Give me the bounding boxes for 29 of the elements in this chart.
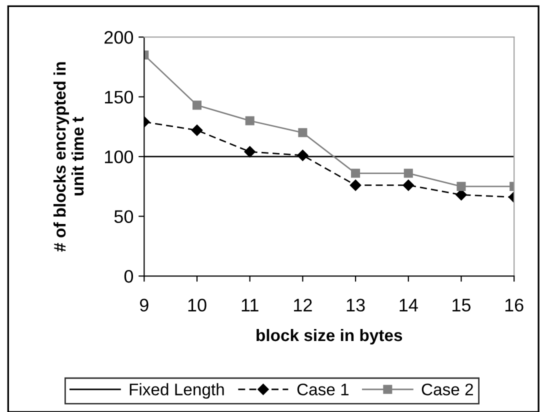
- point: [244, 146, 256, 158]
- point: [402, 180, 414, 191]
- point: [192, 100, 202, 110]
- legend-label: Fixed Length: [130, 383, 224, 399]
- point: [456, 182, 466, 191]
- x-axis-title: block size in bytes: [256, 328, 402, 345]
- x-tick-label: 16: [505, 298, 524, 312]
- x-tick-label: 10: [188, 298, 206, 312]
- point: [245, 116, 254, 126]
- x-tick-label: 9: [140, 298, 148, 312]
- x-tick-label: 13: [346, 298, 365, 312]
- y-tick-label: 100: [105, 150, 134, 164]
- y-axis-title: # of blocks encrypted in unit time t: [53, 62, 84, 252]
- point: [404, 168, 413, 178]
- y-tick-label: 50: [114, 210, 134, 224]
- x-tick-label: 14: [400, 298, 418, 312]
- y-tick-label: 150: [105, 90, 134, 104]
- x-tick-label: 12: [294, 298, 312, 312]
- point: [298, 128, 308, 138]
- x-tick-label: 15: [452, 298, 471, 312]
- y-tick-label: 200: [104, 31, 134, 44]
- point: [191, 124, 203, 136]
- legend-label: Case 1: [297, 384, 349, 396]
- legend-label: Case 2: [422, 384, 473, 396]
- x-tick-label: 11: [242, 298, 258, 312]
- point: [351, 168, 360, 178]
- point: [350, 180, 362, 191]
- y-tick-label: 0: [124, 270, 134, 283]
- point: [297, 150, 308, 161]
